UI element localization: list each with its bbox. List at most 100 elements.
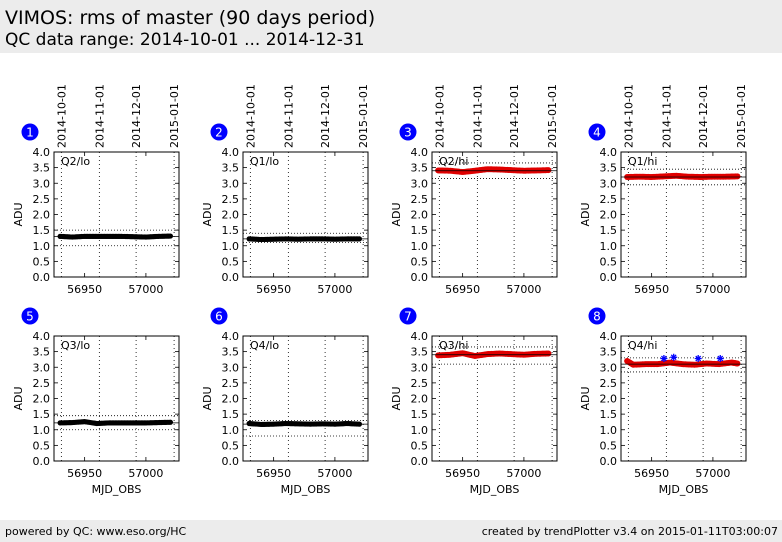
outlier-marker [694,355,702,362]
panel-label: Q3/hi [439,339,468,352]
y-tick-label: 0.0 [411,271,429,284]
y-tick-label: 1.0 [33,424,51,437]
y-tick-label: 2.5 [33,377,51,390]
panel-number: 8 [593,310,601,324]
y-tick-label: 0.0 [222,271,240,284]
panel-number-badge [210,307,228,325]
panel-number-badge [399,123,417,141]
y-tick-label: 0.0 [600,271,618,284]
y-tick-label: 4.0 [222,330,240,343]
panel-number: 5 [26,310,34,324]
y-axis-label: ADU [390,202,403,226]
y-axis-label: ADU [579,386,592,410]
trend-plots: 0.0 0.5 1.0 1.5 2.0 2.5 3.0 3.5 4.0 56950 57000 ADU… [12,84,748,496]
outlier-marker [670,353,678,361]
y-tick-label: 2.0 [222,393,240,406]
y-tick-label: 1.5 [411,224,429,237]
y-axis-label: ADU [390,386,403,410]
y-tick-label: 4.0 [600,146,618,159]
y-tick-label: 0.5 [600,439,618,452]
panel-number: 2 [215,126,223,140]
date-tick-label: 2015-01-01 [357,84,370,148]
data-point [167,419,174,425]
outlier-marker [660,355,668,362]
panel-number-badge [588,307,606,325]
footer-created-by: created by trendPlotter v3.4 on 2015-01-… [481,525,778,538]
y-tick-label: 1.5 [411,408,429,421]
y-tick-label: 2.5 [600,193,618,206]
chart-panel-5: 0.0 0.5 1.0 1.5 2.0 2.5 3.0 3.5 4.0 56950 57000 ADU… [12,307,180,496]
panel-label: Q1/lo [250,155,279,168]
panel-number: 4 [593,126,601,140]
y-tick-label: 0.0 [600,455,618,468]
y-tick-label: 0.0 [33,271,51,284]
panel-number: 3 [404,126,412,140]
y-tick-label: 2.5 [222,193,240,206]
y-tick-label: 0.0 [222,455,240,468]
y-tick-label: 3.5 [600,162,618,175]
data-point [545,350,552,357]
panel-number: 7 [404,310,412,324]
x-tick-label: 57000 [128,283,163,296]
data-point [734,173,741,180]
y-tick-label: 2.0 [33,209,51,222]
y-tick-label: 2.0 [411,393,429,406]
panel-number: 1 [26,126,34,140]
date-tick-label: 2014-11-01 [660,84,673,148]
outlier-stroke [717,355,724,362]
y-axis-label: ADU [201,386,214,410]
x-tick-label: 56950 [67,283,102,296]
y-axis-label: ADU [12,202,25,226]
y-tick-label: 3.0 [222,177,240,190]
panel-label: Q3/lo [61,339,90,352]
y-tick-label: 0.5 [33,439,51,452]
y-tick-label: 3.5 [33,346,51,359]
x-tick-label: 57000 [317,467,352,480]
date-tick-label: 2014-10-01 [622,84,635,148]
y-tick-label: 1.5 [600,408,618,421]
x-tick-label: 56950 [445,467,480,480]
x-axis-label: MJD_OBS [92,483,142,496]
y-tick-label: 2.5 [411,193,429,206]
chart-panel-8: 0.0 0.5 1.0 1.5 2.0 2.5 3.0 3.5 4.0 56950 57000 ADU… [579,307,747,496]
footer-powered-by: powered by QC: www.eso.org/HC [5,525,187,538]
y-tick-label: 1.0 [33,240,51,253]
y-tick-label: 2.5 [33,193,51,206]
panel-number-badge [21,307,39,325]
panel-number-badge [399,307,417,325]
header-bar: VIMOS: rms of master (90 days period) QC… [0,0,782,53]
x-tick-label: 57000 [695,467,730,480]
x-tick-label: 57000 [317,283,352,296]
y-tick-label: 3.0 [33,177,51,190]
y-tick-label: 1.0 [600,424,618,437]
plot-frame [620,335,747,462]
date-tick-label: 2015-01-01 [546,84,559,148]
y-tick-label: 3.0 [33,361,51,374]
date-tick-label: 2014-10-01 [55,84,68,148]
y-tick-label: 0.5 [33,255,51,268]
y-tick-label: 1.5 [33,224,51,237]
y-tick-label: 3.5 [600,346,618,359]
date-tick-label: 2014-12-01 [130,84,143,148]
y-tick-label: 3.0 [411,361,429,374]
date-tick-label: 2014-11-01 [282,84,295,148]
plot-frame [53,335,180,462]
panel-label: Q2/lo [61,155,90,168]
footer-bar: powered by QC: www.eso.org/HC created by… [0,520,782,542]
y-tick-label: 2.0 [600,209,618,222]
x-axis-label: MJD_OBS [470,483,520,496]
x-tick-label: 56950 [445,283,480,296]
page-subtitle: QC data range: 2014-10-01 ... 2014-12-31 [5,30,365,50]
y-tick-label: 2.0 [600,393,618,406]
y-tick-label: 4.0 [411,146,429,159]
y-tick-label: 3.0 [222,361,240,374]
y-tick-label: 3.5 [222,162,240,175]
y-tick-label: 0.5 [222,255,240,268]
chart-panel-7: 0.0 0.5 1.0 1.5 2.0 2.5 3.0 3.5 4.0 56950 57000 ADU… [390,307,558,496]
date-tick-label: 2014-12-01 [697,84,710,148]
chart-panel-2: 0.0 0.5 1.0 1.5 2.0 2.5 3.0 3.5 4.0 56950 57000 ADU… [201,84,370,296]
y-tick-label: 0.5 [411,255,429,268]
y-tick-label: 0.5 [222,439,240,452]
x-tick-label: 57000 [506,467,541,480]
y-tick-label: 4.0 [33,330,51,343]
